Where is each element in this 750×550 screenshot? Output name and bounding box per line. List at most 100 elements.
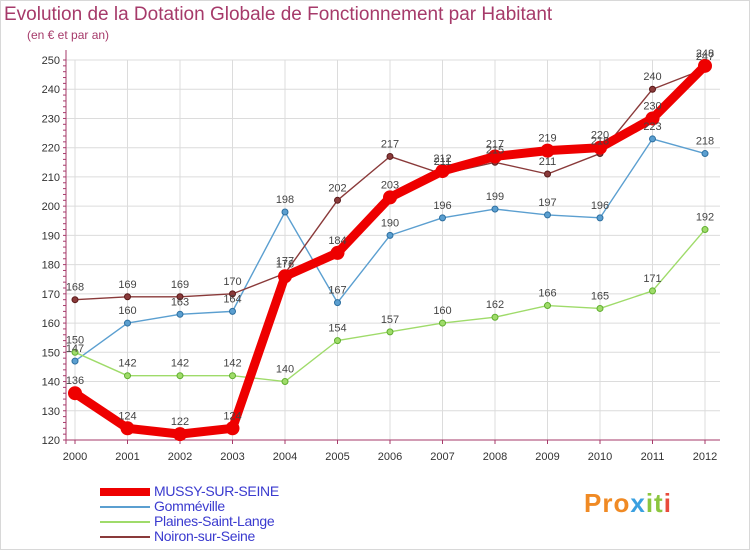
data-label: 230 bbox=[643, 100, 661, 112]
data-point bbox=[435, 164, 450, 179]
data-point bbox=[439, 214, 446, 222]
x-tick-label: 2000 bbox=[63, 451, 87, 463]
data-point bbox=[491, 313, 499, 321]
data-point bbox=[649, 287, 656, 295]
legend-swatch bbox=[100, 520, 150, 523]
data-point bbox=[334, 337, 341, 345]
data-label: 142 bbox=[118, 358, 136, 370]
data-point bbox=[229, 290, 236, 298]
data-label: 240 bbox=[643, 71, 661, 83]
data-label: 211 bbox=[539, 156, 557, 168]
data-label: 157 bbox=[381, 314, 399, 326]
data-label: 218 bbox=[591, 136, 609, 148]
data-label: 215 bbox=[486, 144, 504, 156]
y-tick-label: 200 bbox=[42, 201, 60, 213]
data-label: 223 bbox=[643, 121, 661, 133]
data-label: 142 bbox=[223, 358, 241, 370]
y-tick-label: 220 bbox=[42, 143, 60, 155]
data-label: 142 bbox=[171, 358, 189, 370]
data-label: 160 bbox=[433, 305, 451, 317]
legend-item: Noiron-sur-Seine bbox=[100, 528, 360, 544]
y-tick-label: 190 bbox=[42, 230, 60, 242]
x-tick-label: 2012 bbox=[693, 451, 717, 463]
data-point bbox=[701, 150, 709, 158]
data-label: 162 bbox=[486, 299, 504, 311]
x-tick-label: 2003 bbox=[220, 451, 244, 463]
data-point bbox=[544, 211, 551, 219]
x-tick-label: 2007 bbox=[430, 451, 454, 463]
data-label: 168 bbox=[66, 282, 84, 294]
y-tick-label: 210 bbox=[42, 172, 60, 184]
y-tick-label: 140 bbox=[42, 377, 60, 389]
data-point bbox=[698, 58, 712, 73]
data-label: 196 bbox=[591, 200, 609, 212]
data-label: 164 bbox=[223, 293, 241, 305]
legend-swatch bbox=[100, 535, 150, 538]
data-label: 169 bbox=[171, 279, 189, 291]
data-point bbox=[68, 386, 82, 401]
y-tick-label: 180 bbox=[42, 260, 60, 272]
data-point bbox=[124, 319, 131, 327]
data-label: 124 bbox=[223, 410, 241, 422]
data-point bbox=[488, 149, 502, 164]
data-point bbox=[596, 304, 604, 312]
data-label: 219 bbox=[538, 133, 556, 145]
data-point bbox=[229, 307, 236, 315]
series-group bbox=[68, 58, 712, 442]
chart-title: Evolution de la Dotation Globale de Fonc… bbox=[4, 4, 553, 25]
y-tick-label: 230 bbox=[42, 113, 60, 125]
data-point bbox=[124, 293, 131, 301]
data-label: 197 bbox=[538, 197, 556, 209]
data-label: 150 bbox=[66, 334, 84, 346]
legend-label: Plaines-Saint-Lange bbox=[154, 513, 275, 529]
data-label: 154 bbox=[328, 323, 346, 335]
data-point bbox=[334, 299, 341, 307]
y-tick-label: 240 bbox=[42, 84, 60, 96]
data-label: 192 bbox=[696, 212, 714, 224]
data-label: 167 bbox=[328, 285, 346, 297]
data-point bbox=[330, 245, 345, 260]
x-tick-label: 2011 bbox=[641, 451, 665, 463]
data-point bbox=[71, 357, 79, 365]
y-tick-label: 150 bbox=[42, 347, 60, 359]
x-tick-label: 2002 bbox=[168, 451, 192, 463]
logo-part: x bbox=[630, 488, 646, 518]
data-point bbox=[701, 226, 709, 234]
data-label: 217 bbox=[381, 138, 399, 150]
data-label: 176 bbox=[276, 258, 294, 270]
data-label: 177 bbox=[276, 255, 294, 267]
data-point bbox=[540, 143, 555, 158]
y-tick-label: 170 bbox=[42, 289, 60, 301]
axes: 120 130 140 150 160 170 180 190 200 210 220 230 240 2… bbox=[42, 50, 720, 463]
grid bbox=[66, 59, 720, 441]
data-point bbox=[225, 421, 240, 436]
data-point bbox=[596, 214, 604, 222]
data-label: 199 bbox=[486, 191, 504, 203]
y-tick-label: 250 bbox=[42, 55, 60, 67]
data-point bbox=[649, 135, 656, 143]
x-tick-label: 2004 bbox=[273, 451, 297, 463]
data-point bbox=[649, 85, 656, 93]
y-tick-label: 160 bbox=[42, 318, 60, 330]
y-tick-label: 120 bbox=[42, 435, 60, 447]
data-label: 136 bbox=[66, 375, 84, 387]
data-point bbox=[334, 196, 341, 204]
data-point bbox=[281, 378, 289, 386]
x-tick-label: 2001 bbox=[115, 451, 139, 463]
data-label: 147 bbox=[66, 343, 84, 355]
data-label: 171 bbox=[643, 273, 661, 285]
legend-item: MUSSY-SUR-SEINE bbox=[100, 483, 360, 499]
chart-subtitle: (en € et par an) bbox=[27, 28, 110, 42]
legend-item: Gomméville bbox=[100, 498, 360, 514]
data-label: 247 bbox=[696, 51, 714, 63]
data-point bbox=[71, 348, 79, 356]
data-point bbox=[386, 152, 394, 160]
x-tick-label: 2005 bbox=[325, 451, 349, 463]
logo-part: i bbox=[663, 488, 672, 518]
legend-label: Gomméville bbox=[154, 498, 225, 514]
data-point bbox=[593, 140, 607, 155]
data-label: 124 bbox=[118, 410, 136, 422]
data-label: 211 bbox=[434, 156, 452, 168]
data-label: 184 bbox=[328, 235, 346, 247]
